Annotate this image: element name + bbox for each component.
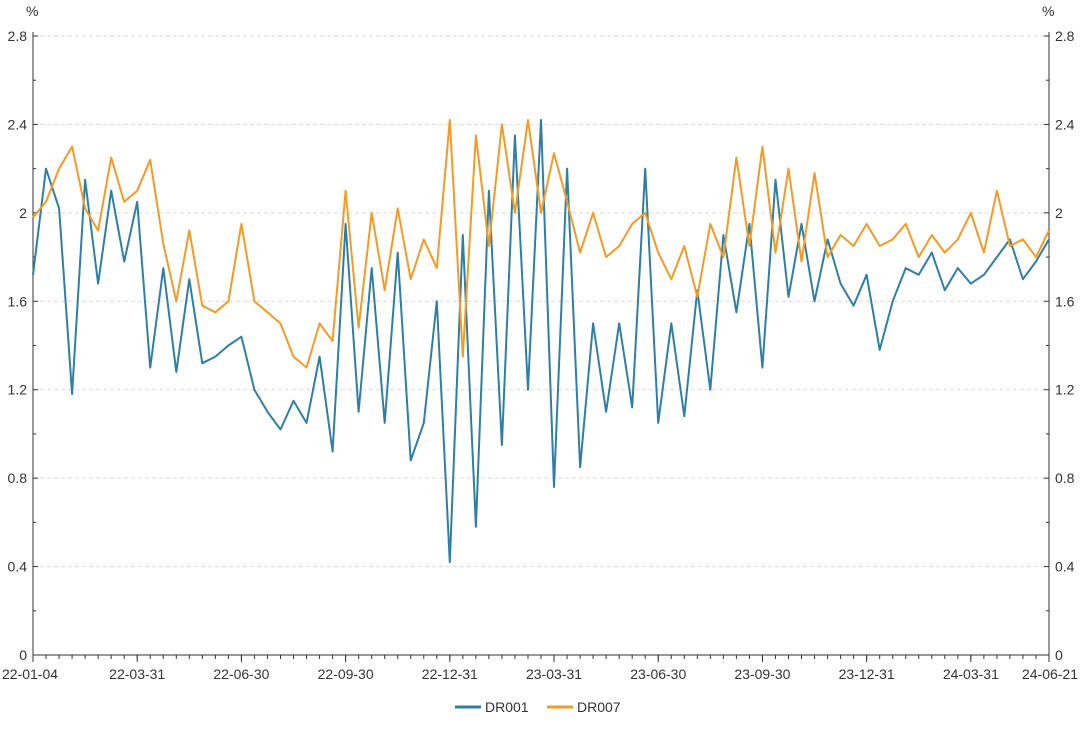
right-y-tick-label: 1.2 bbox=[1055, 382, 1075, 398]
x-tick-label: 23-12-31 bbox=[839, 666, 895, 682]
x-tick-label: 22-09-30 bbox=[318, 666, 374, 682]
right-y-tick-label: 1.6 bbox=[1055, 293, 1075, 309]
legend: DR001 DR007 bbox=[455, 699, 621, 715]
legend-label-dr007: DR007 bbox=[577, 699, 621, 715]
axis-layer: 0 0 0.4 0.4 0.8 0.8 1.2 1.2 1.6 1.6 2 2 2.4 2.4 2.8 2.8… bbox=[2, 3, 1078, 682]
right-y-tick-label: 2.8 bbox=[1055, 28, 1075, 44]
left-unit-label: % bbox=[26, 3, 38, 19]
x-tick-label: 22-06-30 bbox=[213, 666, 269, 682]
left-y-tick-label: 2.4 bbox=[8, 116, 28, 132]
x-tick-label: 24-03-31 bbox=[943, 666, 999, 682]
x-tick-label: 23-09-30 bbox=[734, 666, 790, 682]
left-y-tick-label: 1.2 bbox=[8, 382, 28, 398]
right-unit-label: % bbox=[1042, 3, 1054, 19]
left-y-tick-label: 2.8 bbox=[8, 28, 28, 44]
right-y-tick-label: 2 bbox=[1055, 205, 1063, 221]
x-tick-label: 24-06-21 bbox=[1022, 666, 1078, 682]
legend-label-dr001: DR001 bbox=[485, 699, 529, 715]
right-y-tick-label: 0.4 bbox=[1055, 559, 1075, 575]
left-y-tick-label: 0.4 bbox=[8, 559, 28, 575]
x-tick-label: 23-03-31 bbox=[526, 666, 582, 682]
right-y-tick-label: 2.4 bbox=[1055, 116, 1075, 132]
series-line-dr007 bbox=[32, 119, 1050, 369]
series-layer bbox=[32, 119, 1050, 564]
left-y-tick-label: 1.6 bbox=[8, 293, 28, 309]
x-tick-label: 22-12-31 bbox=[422, 666, 478, 682]
right-y-tick-label: 0 bbox=[1055, 647, 1063, 663]
x-tick-label: 22-01-04 bbox=[2, 666, 58, 682]
right-y-tick-label: 0.8 bbox=[1055, 470, 1075, 486]
x-tick-label: 22-03-31 bbox=[109, 666, 165, 682]
series-line-dr001 bbox=[32, 119, 1050, 564]
x-tick-label: 23-06-30 bbox=[630, 666, 686, 682]
left-y-tick-label: 2 bbox=[19, 205, 27, 221]
left-y-tick-label: 0 bbox=[19, 647, 27, 663]
left-y-tick-label: 0.8 bbox=[8, 470, 28, 486]
